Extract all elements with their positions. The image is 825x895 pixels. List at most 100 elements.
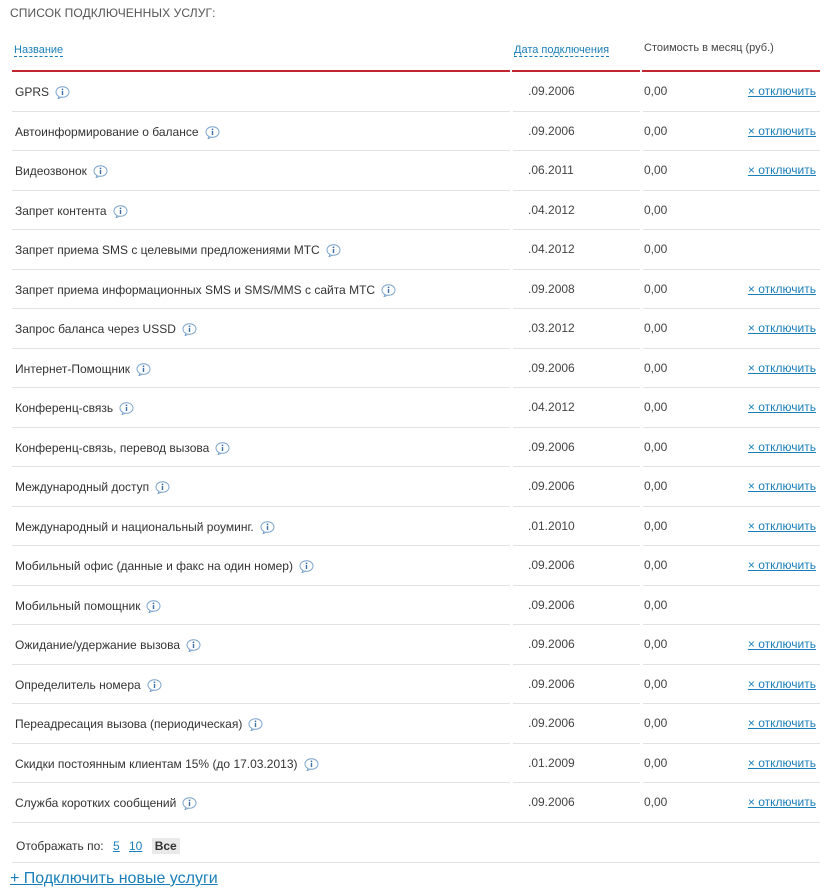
info-icon[interactable] (299, 560, 314, 574)
info-icon[interactable] (55, 86, 70, 100)
info-icon[interactable] (93, 165, 108, 179)
info-icon[interactable] (260, 520, 275, 535)
service-date: .04.2012 (528, 242, 575, 256)
disable-service-link[interactable]: × отключить (747, 123, 816, 138)
service-cost: 0,00 (644, 597, 668, 612)
info-icon[interactable] (147, 678, 162, 693)
info-icon[interactable] (155, 481, 170, 495)
disable-service-link[interactable]: × отключить (747, 163, 816, 177)
disable-service-link[interactable]: × отключить (747, 518, 816, 533)
service-cost: 0,00 (644, 123, 668, 138)
info-icon[interactable] (182, 797, 197, 811)
info-icon[interactable] (381, 283, 396, 298)
info-icon[interactable] (304, 757, 319, 772)
disable-service-link[interactable]: × отключить (747, 360, 816, 375)
service-cost: 0,00 (644, 400, 668, 414)
service-date: .09.2006 (528, 558, 575, 572)
pager-option-all-current: Все (151, 838, 180, 854)
service-date: .09.2006 (528, 795, 575, 809)
services-table: GPRS .09.2006 0,00 × отключить Автоинформиро… (12, 72, 820, 823)
service-name: Запрет приема SMS с целевыми предложения… (15, 243, 341, 258)
service-cost: 0,00 (644, 360, 668, 375)
table-row: Определитель номера .09.2006 0,00 × отключи… (12, 665, 820, 704)
service-name: Международный и национальный роуминг. (15, 520, 275, 535)
table-row: Запрет приема SMS с целевыми предложения… (12, 230, 820, 270)
pager-option-5[interactable]: 5 (112, 839, 120, 853)
info-icon[interactable] (205, 125, 220, 140)
divider (12, 862, 820, 863)
info-icon[interactable] (182, 323, 197, 337)
disable-service-link[interactable]: × отключить (747, 558, 816, 572)
service-cost: 0,00 (644, 795, 668, 809)
header-rule (642, 70, 820, 72)
table-header: Название Дата подключения Стоимость в ме… (12, 32, 820, 72)
service-date: .09.2006 (528, 479, 575, 493)
disable-service-link[interactable]: × отключить (747, 321, 816, 335)
service-cost: 0,00 (644, 281, 668, 296)
pager-option-10[interactable]: 10 (129, 839, 143, 853)
service-name: Видеозвонок (15, 164, 108, 179)
info-icon[interactable] (136, 362, 151, 377)
service-name: Определитель номера (15, 678, 162, 693)
service-date: .09.2008 (528, 281, 575, 296)
disable-service-link[interactable]: × отключить (747, 637, 816, 651)
service-name: Переадресация вызова (периодическая) (15, 717, 263, 732)
info-icon[interactable] (186, 639, 201, 653)
disable-service-link[interactable]: × отключить (747, 400, 816, 414)
service-name: Конференц-связь (15, 401, 134, 416)
sort-by-date-link[interactable]: Дата подключения (514, 44, 610, 57)
service-date: .09.2006 (528, 84, 575, 98)
disable-service-link[interactable]: × отключить (747, 716, 816, 730)
table-row: GPRS .09.2006 0,00 × отключить (12, 72, 820, 112)
disable-service-link[interactable]: × отключить (747, 281, 816, 296)
service-cost: 0,00 (644, 321, 668, 335)
info-icon[interactable] (248, 718, 263, 732)
add-services-link[interactable]: + Подключить новые услуги (10, 870, 218, 887)
header-rule (12, 70, 510, 72)
service-name: Мобильный офис (данные и факс на один но… (15, 559, 314, 574)
table-row: Международный и национальный роуминг. .01… (12, 507, 820, 546)
info-icon[interactable] (215, 441, 230, 456)
service-cost: 0,00 (644, 755, 668, 770)
table-row: Скидки постоянным клиентам 15% (до 17.03… (12, 744, 820, 783)
disable-service-link[interactable]: × отключить (747, 755, 816, 770)
service-cost: 0,00 (644, 676, 668, 691)
service-date: .06.2011 (528, 163, 574, 177)
service-cost: 0,00 (644, 163, 668, 177)
service-cost: 0,00 (644, 242, 668, 256)
service-name: Мобильный помощник (15, 599, 161, 614)
table-row: Конференц-связь .04.2012 0,00 × отключить (12, 388, 820, 428)
info-icon[interactable] (326, 244, 341, 258)
service-cost: 0,00 (644, 716, 668, 730)
disable-service-link[interactable]: × отключить (747, 479, 816, 493)
disable-service-link[interactable]: × отключить (747, 84, 816, 98)
info-icon[interactable] (146, 599, 161, 614)
service-date: .03.2012 (528, 321, 575, 335)
service-date: .09.2006 (528, 360, 575, 375)
table-row: Запрос баланса через USSD .03.2012 0,00 × о… (12, 309, 820, 349)
service-name: Международный доступ (15, 480, 170, 495)
service-date: .09.2006 (528, 716, 575, 730)
service-date: .04.2012 (528, 202, 575, 217)
service-date: .04.2012 (528, 400, 575, 414)
service-date: .01.2010 (528, 518, 575, 533)
info-icon[interactable] (113, 204, 128, 219)
service-cost: 0,00 (644, 518, 668, 533)
table-row: Мобильный помощник .09.2006 0,00 (12, 586, 820, 625)
service-cost: 0,00 (644, 202, 668, 217)
service-name: Запрет контента (15, 204, 128, 219)
header-rule (512, 70, 640, 72)
column-separator (510, 72, 513, 822)
info-icon[interactable] (119, 402, 134, 416)
disable-service-link[interactable]: × отключить (747, 795, 816, 809)
service-cost: 0,00 (644, 84, 668, 98)
table-row: Интернет-Помощник .09.2006 0,00 × отключить (12, 349, 820, 388)
disable-service-link[interactable]: × отключить (747, 676, 816, 691)
disable-service-link[interactable]: × отключить (747, 439, 816, 454)
service-name: GPRS (15, 85, 70, 100)
service-date: .09.2006 (528, 637, 575, 651)
sort-by-name-link[interactable]: Название (14, 44, 64, 57)
table-row: Мобильный офис (данные и факс на один но… (12, 546, 820, 586)
service-name: Автоинформирование о балансе (15, 125, 220, 140)
service-name: Ожидание/удержание вызова (15, 638, 201, 653)
